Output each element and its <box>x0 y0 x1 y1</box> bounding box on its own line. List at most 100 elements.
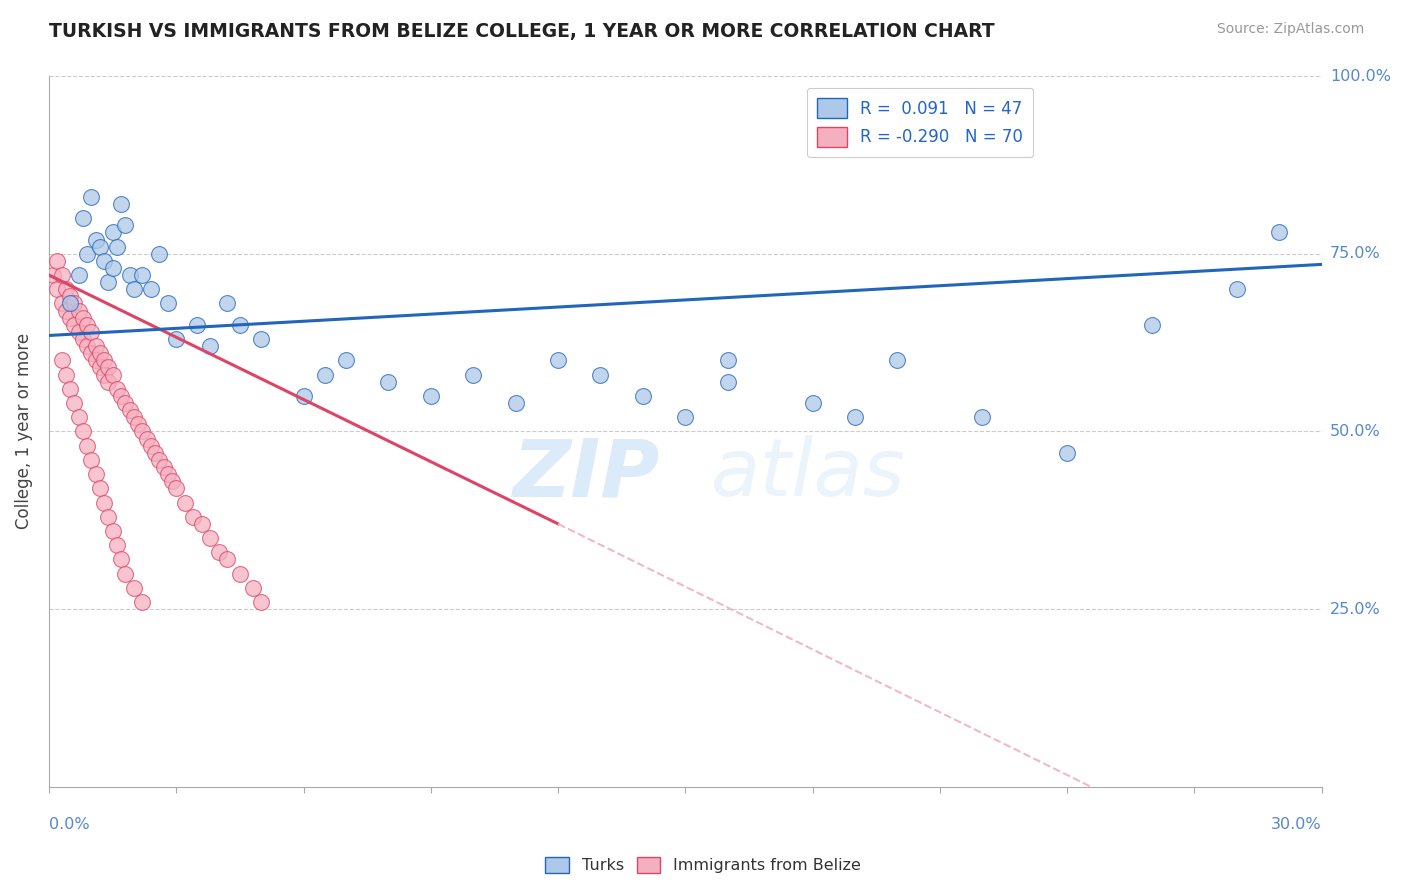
Point <box>67 410 90 425</box>
Point <box>101 226 124 240</box>
Point <box>72 211 94 226</box>
Point <box>55 282 77 296</box>
Text: 100.0%: 100.0% <box>1330 69 1391 84</box>
Point <box>160 474 183 488</box>
Point <box>97 275 120 289</box>
Point <box>89 239 111 253</box>
Point <box>673 410 696 425</box>
Point <box>89 481 111 495</box>
Text: Source: ZipAtlas.com: Source: ZipAtlas.com <box>1216 22 1364 37</box>
Point <box>127 417 149 432</box>
Point <box>76 339 98 353</box>
Text: 0.0%: 0.0% <box>49 817 90 832</box>
Point <box>165 481 187 495</box>
Point <box>131 268 153 282</box>
Point <box>84 467 107 481</box>
Point <box>101 260 124 275</box>
Point <box>314 368 336 382</box>
Point <box>377 375 399 389</box>
Point <box>76 318 98 332</box>
Point <box>229 566 252 581</box>
Text: 75.0%: 75.0% <box>1330 246 1381 261</box>
Point <box>63 296 86 310</box>
Point <box>419 389 441 403</box>
Point <box>93 368 115 382</box>
Point <box>105 239 128 253</box>
Point <box>110 197 132 211</box>
Point <box>51 268 73 282</box>
Point <box>80 190 103 204</box>
Point <box>101 368 124 382</box>
Point <box>84 353 107 368</box>
Point <box>114 566 136 581</box>
Point <box>250 595 273 609</box>
Point <box>63 318 86 332</box>
Point <box>67 268 90 282</box>
Point <box>93 253 115 268</box>
Point <box>1226 282 1249 296</box>
Point <box>89 346 111 360</box>
Point <box>55 368 77 382</box>
Point <box>97 509 120 524</box>
Point <box>59 296 82 310</box>
Point <box>51 353 73 368</box>
Point <box>93 353 115 368</box>
Point <box>190 516 212 531</box>
Point <box>110 552 132 566</box>
Point <box>114 396 136 410</box>
Point <box>143 446 166 460</box>
Point <box>118 403 141 417</box>
Point <box>250 332 273 346</box>
Text: ZIP: ZIP <box>513 435 659 513</box>
Point <box>105 538 128 552</box>
Text: 30.0%: 30.0% <box>1271 817 1322 832</box>
Point <box>1140 318 1163 332</box>
Point <box>122 581 145 595</box>
Point <box>631 389 654 403</box>
Point <box>76 246 98 260</box>
Point <box>589 368 612 382</box>
Point <box>67 303 90 318</box>
Point <box>148 453 170 467</box>
Point <box>101 524 124 538</box>
Point <box>972 410 994 425</box>
Point <box>118 268 141 282</box>
Point <box>59 310 82 325</box>
Point <box>165 332 187 346</box>
Point <box>114 219 136 233</box>
Point <box>105 382 128 396</box>
Point <box>198 531 221 545</box>
Point <box>122 410 145 425</box>
Point <box>80 325 103 339</box>
Point <box>156 296 179 310</box>
Legend: Turks, Immigrants from Belize: Turks, Immigrants from Belize <box>538 850 868 880</box>
Point <box>131 595 153 609</box>
Text: 50.0%: 50.0% <box>1330 424 1381 439</box>
Point <box>1056 446 1078 460</box>
Point <box>139 282 162 296</box>
Point <box>886 353 908 368</box>
Point <box>335 353 357 368</box>
Point <box>84 233 107 247</box>
Point <box>46 282 69 296</box>
Point <box>717 353 740 368</box>
Point <box>1268 226 1291 240</box>
Point <box>67 325 90 339</box>
Point <box>110 389 132 403</box>
Point <box>717 375 740 389</box>
Point <box>242 581 264 595</box>
Point <box>208 545 231 559</box>
Point <box>55 303 77 318</box>
Point <box>181 509 204 524</box>
Text: 25.0%: 25.0% <box>1330 601 1381 616</box>
Point <box>801 396 824 410</box>
Point <box>156 467 179 481</box>
Point <box>148 246 170 260</box>
Point <box>505 396 527 410</box>
Point <box>135 432 157 446</box>
Point <box>63 396 86 410</box>
Point <box>229 318 252 332</box>
Y-axis label: College, 1 year or more: College, 1 year or more <box>15 334 32 530</box>
Point <box>97 360 120 375</box>
Point <box>76 439 98 453</box>
